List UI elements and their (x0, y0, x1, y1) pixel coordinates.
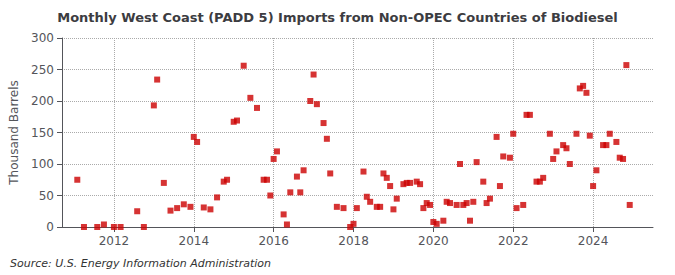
svg-text:2020: 2020 (418, 234, 449, 248)
svg-text:Source: U.S. Energy Informatio: Source: U.S. Energy Information Administ… (10, 257, 271, 270)
svg-text:2018: 2018 (338, 234, 369, 248)
svg-text:2014: 2014 (179, 234, 210, 248)
svg-text:Monthly West Coast (PADD 5) Im: Monthly West Coast (PADD 5) Imports from… (57, 10, 618, 25)
svg-text:250: 250 (31, 63, 54, 77)
svg-text:150: 150 (31, 126, 54, 140)
svg-text:2022: 2022 (498, 234, 529, 248)
svg-text:0: 0 (46, 220, 54, 234)
svg-text:100: 100 (31, 157, 54, 171)
svg-text:2024: 2024 (578, 234, 609, 248)
svg-text:200: 200 (31, 94, 54, 108)
svg-text:Thousand Barrels: Thousand Barrels (7, 80, 21, 185)
svg-text:2016: 2016 (258, 234, 289, 248)
svg-text:50: 50 (39, 189, 54, 203)
svg-text:2012: 2012 (99, 234, 130, 248)
svg-text:300: 300 (31, 31, 54, 45)
